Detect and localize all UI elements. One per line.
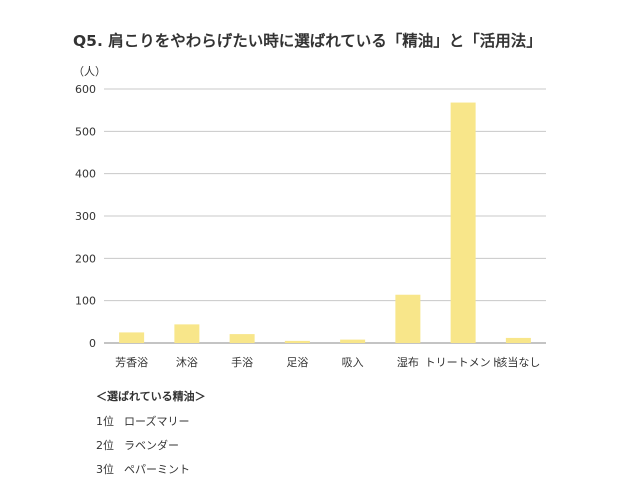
ranking-item-2: 2位 ラベンダー: [96, 437, 206, 453]
x-tick-label: 足浴: [286, 356, 308, 369]
ranking-position: 3位: [96, 463, 114, 476]
x-tick-label: 吸入: [342, 356, 364, 369]
chart-title: Q5. 肩こりをやわらげたい時に選ばれている「精油」と「活用法」: [73, 32, 542, 50]
y-tick-label: 0: [89, 337, 96, 350]
ranking-position: 2位: [96, 439, 114, 452]
essential-oil-ranking: ＜選ばれている精油＞ 1位 ローズマリー 2位 ラベンダー 3位 ペパーミント: [96, 388, 206, 485]
y-tick-label: 500: [75, 125, 96, 138]
y-tick-label: 600: [75, 83, 96, 96]
x-tick-label: 湿布: [397, 356, 419, 369]
ranking-item-3: 3位 ペパーミント: [96, 461, 206, 477]
bar: [229, 334, 255, 343]
ranking-oil-name: ペパーミント: [124, 463, 190, 476]
ranking-oil-name: ラベンダー: [124, 439, 179, 452]
y-tick-label: 200: [75, 252, 96, 265]
bar: [450, 102, 476, 344]
bar: [174, 324, 200, 343]
ranking-position: 1位: [96, 415, 114, 428]
y-tick-label: 400: [75, 168, 96, 181]
bar: [505, 337, 531, 343]
ranking-heading: ＜選ばれている精油＞: [96, 390, 206, 403]
ranking-oil-name: ローズマリー: [124, 415, 190, 428]
bar: [340, 339, 366, 343]
bar: [395, 294, 421, 343]
x-tick-label: 沐浴: [176, 356, 198, 369]
bar-chart: 0 100 200 300 400 500 600 芳香浴 沐浴 手浴 足浴 吸入 湿布 トリートメント該…: [75, 83, 546, 369]
bar: [284, 340, 310, 343]
y-axis-unit-label: （人）: [73, 65, 106, 78]
y-tick-label: 100: [75, 295, 96, 308]
bar: [119, 332, 145, 343]
x-tick-label: 該当なし: [496, 355, 540, 369]
x-tick-label: 芳香浴: [115, 355, 148, 369]
ranking-item-1: 1位 ローズマリー: [96, 413, 206, 429]
x-tick-label: 手浴: [231, 355, 253, 369]
y-tick-label: 300: [75, 210, 96, 223]
x-tick-label: トリートメント: [425, 356, 502, 369]
